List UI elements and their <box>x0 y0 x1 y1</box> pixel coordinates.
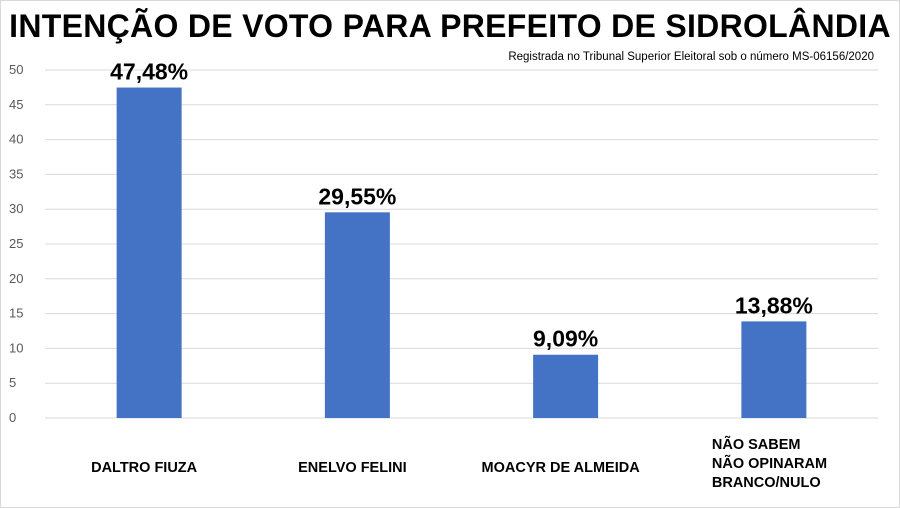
bar <box>116 87 182 419</box>
y-tick-label: 20 <box>9 271 23 286</box>
category-label: NÃO SABEM <box>712 435 801 453</box>
bar <box>741 321 807 418</box>
data-label: 9,09% <box>533 326 598 352</box>
category-label: BRANCO/NULO <box>712 475 821 491</box>
y-tick-label: 10 <box>9 340 23 355</box>
y-tick-label: 50 <box>9 62 23 77</box>
y-tick-label: 35 <box>9 166 23 181</box>
data-label: 13,88% <box>735 292 813 318</box>
y-tick-label: 40 <box>9 132 23 147</box>
bar <box>324 212 390 418</box>
category-label: DALTRO FIUZA <box>91 460 198 476</box>
y-tick-label: 30 <box>9 201 23 216</box>
y-tick-label: 25 <box>9 236 23 251</box>
category-label: MOACYR DE ALMEIDA <box>482 460 641 476</box>
chart-subtitle: Registrada no Tribunal Superior Eleitora… <box>508 51 874 63</box>
category-label: ENELVO FELINI <box>298 460 407 476</box>
chart-title: INTENÇÃO DE VOTO PARA PREFEITO DE SIDROL… <box>9 8 891 44</box>
y-tick-label: 45 <box>9 97 23 112</box>
y-tick-label: 5 <box>9 375 16 390</box>
bar <box>533 354 599 418</box>
data-label: 47,48% <box>110 59 188 85</box>
category-label: NÃO OPINARAM <box>712 454 827 472</box>
y-tick-label: 15 <box>9 306 23 321</box>
y-tick-label: 0 <box>9 410 16 425</box>
data-label: 29,55% <box>318 183 396 209</box>
